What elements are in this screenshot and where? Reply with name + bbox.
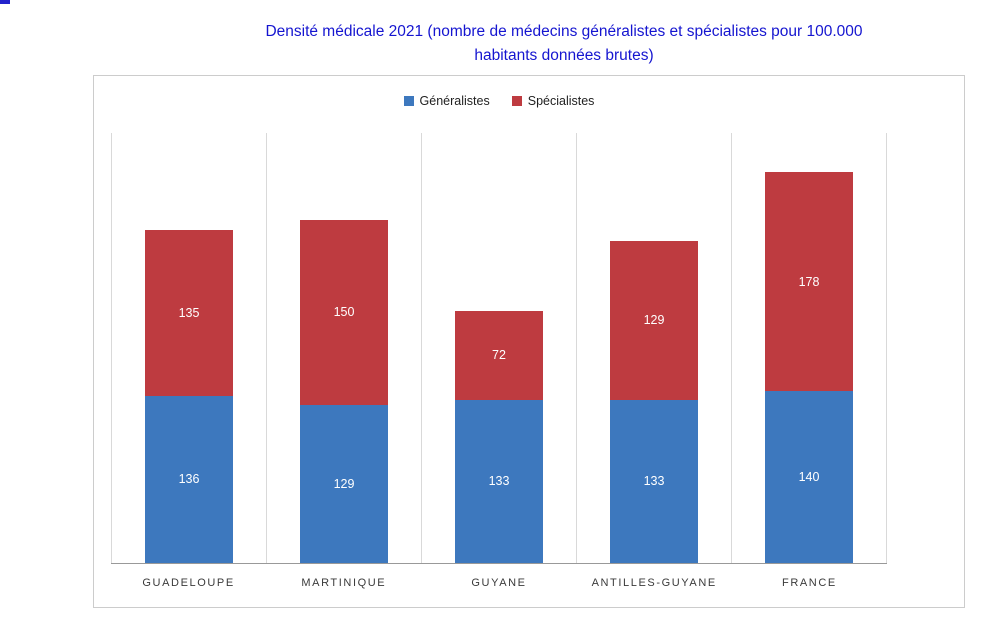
bar-segment-generalistes: 129: [300, 404, 388, 563]
bar-value-label: 135: [178, 306, 200, 320]
category-label: FRANCE: [782, 577, 837, 589]
bar-segment-generalistes: 140: [765, 391, 853, 563]
x-axis-labels: GUADELOUPE MARTINIQUE GUYANE ANTILLES-GUYAN…: [111, 564, 887, 589]
bar-value-label: 140: [798, 470, 820, 484]
bar-segment-generalistes: 133: [610, 399, 698, 563]
bar-value-label: 72: [492, 348, 506, 363]
legend-swatch-icon: [403, 96, 414, 106]
category-label: MARTINIQUE: [301, 577, 387, 589]
bar-value-label: 129: [643, 313, 665, 328]
bar-segment-specialistes: 150: [300, 220, 388, 405]
category-band: 135 136: [111, 133, 266, 563]
bar-value-label: 178: [798, 274, 820, 289]
chart-title-line2: habitants données brutes): [474, 47, 654, 64]
stacked-bar-guadeloupe: 135 136: [145, 133, 233, 563]
category-band: 129 133: [576, 133, 731, 563]
chart-title-line1: Densité médicale 2021 (nombre de médecin…: [265, 23, 863, 40]
category-label: GUYANE: [471, 577, 527, 589]
bar-value-label: 136: [178, 472, 200, 487]
legend-label: Spécialistes: [527, 94, 595, 108]
legend-swatch-icon: [511, 96, 522, 106]
category-label: ANTILLES-GUYANE: [591, 577, 717, 589]
stacked-bar-guyane: 72 133: [455, 133, 543, 563]
stacked-bar-martinique: 150 129: [300, 133, 388, 563]
bar-value-label: 133: [488, 474, 510, 489]
category-band: 150 129: [266, 133, 421, 563]
bar-value-label: 133: [643, 474, 665, 489]
corner-artifact: [0, 0, 10, 4]
legend-item: Spécialistes: [511, 94, 595, 108]
legend: Généralistes Spécialistes: [111, 94, 887, 108]
bar-segment-specialistes: 135: [145, 230, 233, 396]
chart-frame: Généralistes Spécialistes 135 136 150 129 72 1…: [93, 75, 965, 608]
stacked-bar-antilles-guyane: 129 133: [610, 133, 698, 563]
plot-area: 135 136 150 129 72 133 129 133 178 140: [111, 133, 887, 564]
bar-value-label: 129: [333, 476, 355, 491]
chart-title: Densité médicale 2021 (nombre de médecin…: [128, 20, 1000, 68]
legend-item: Généralistes: [403, 94, 490, 108]
bar-segment-specialistes: 129: [610, 241, 698, 400]
stacked-bar-france: 178 140: [765, 133, 853, 563]
category-band: 72 133: [421, 133, 576, 563]
bar-segment-specialistes: 72: [455, 311, 543, 400]
bar-segment-generalistes: 136: [145, 395, 233, 563]
bar-segment-specialistes: 178: [765, 172, 853, 391]
category-label: GUADELOUPE: [142, 577, 235, 589]
category-band: 178 140: [731, 133, 887, 563]
bar-segment-generalistes: 133: [455, 399, 543, 563]
bar-value-label: 150: [333, 305, 355, 320]
legend-label: Généralistes: [419, 94, 490, 108]
